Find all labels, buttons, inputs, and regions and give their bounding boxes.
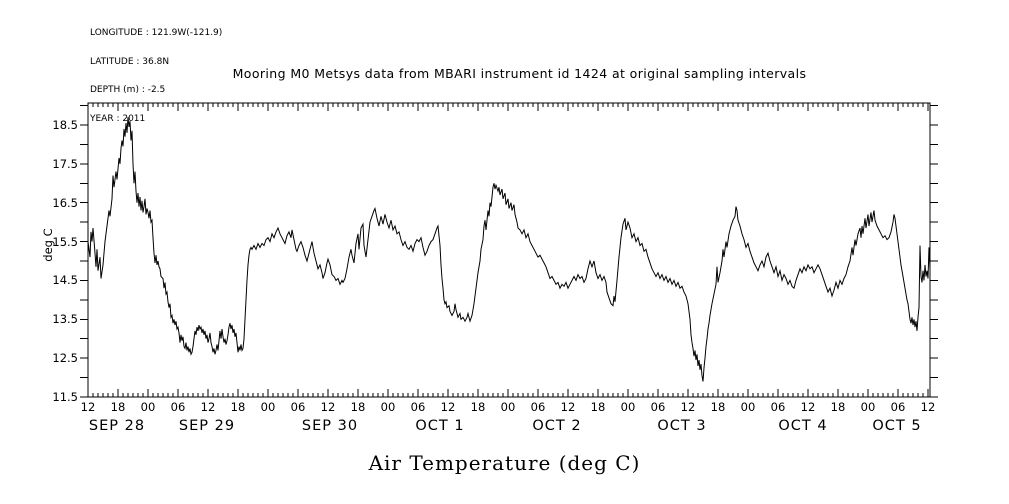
x-axis-ticks bbox=[87, 103, 929, 397]
x-tick-label: 06 bbox=[770, 400, 786, 414]
x-tick-label: 18 bbox=[710, 400, 726, 414]
metadata-year: YEAR : 2011 bbox=[90, 113, 146, 124]
temperature-series-line bbox=[87, 117, 931, 382]
x-tick-label: 18 bbox=[350, 400, 366, 414]
metadata-latitude: LATITUDE : 36.8N bbox=[90, 56, 170, 67]
x-tick-label: 12 bbox=[800, 400, 816, 414]
x-date-label: SEP 30 bbox=[301, 418, 359, 434]
y-axis-ticks bbox=[80, 105, 938, 398]
x-tick-label: 12 bbox=[200, 400, 216, 414]
metadata-longitude: LONGITUDE : 121.9W(-121.9) bbox=[90, 28, 223, 38]
x-tick-label: 12 bbox=[680, 400, 696, 414]
x-date-label: SEP 28 bbox=[88, 418, 146, 434]
y-tick-label: 12.5 bbox=[52, 351, 78, 365]
x-tick-label: 00 bbox=[260, 400, 276, 414]
x-tick-label: 00 bbox=[740, 400, 756, 414]
metadata-depth: DEPTH (m) : -2.5 bbox=[90, 85, 166, 95]
y-tick-label: 13.5 bbox=[52, 312, 78, 326]
x-date-label: SEP 29 bbox=[178, 418, 236, 434]
x-date-label: OCT 4 bbox=[778, 418, 828, 434]
x-tick-label: 00 bbox=[500, 400, 516, 414]
y-tick-label: 18.5 bbox=[52, 118, 78, 132]
x-tick-label: 00 bbox=[860, 400, 876, 414]
x-tick-label: 18 bbox=[230, 400, 246, 414]
x-date-label: OCT 2 bbox=[532, 418, 582, 434]
x-tick-label: 00 bbox=[380, 400, 396, 414]
x-tick-label: 12 bbox=[920, 400, 936, 414]
x-date-label: OCT 5 bbox=[872, 418, 922, 434]
x-tick-label: 00 bbox=[620, 400, 636, 414]
x-tick-label: 06 bbox=[170, 400, 186, 414]
x-tick-label: 18 bbox=[110, 400, 126, 414]
x-tick-label: 12 bbox=[320, 400, 336, 414]
x-tick-label: 12 bbox=[560, 400, 576, 414]
y-tick-label: 15.5 bbox=[52, 235, 78, 249]
x-tick-label: 18 bbox=[590, 400, 606, 414]
metadata-block: LONGITUDE : 121.9W(-121.9) LATITUDE : 36… bbox=[90, 10, 222, 143]
x-tick-label: 12 bbox=[440, 400, 456, 414]
y-tick-label: 16.5 bbox=[52, 196, 78, 210]
x-tick-label: 12 bbox=[80, 400, 96, 414]
x-tick-label: 18 bbox=[470, 400, 486, 414]
x-tick-label: 06 bbox=[890, 400, 906, 414]
chart-title: Mooring M0 Metsys data from MBARI instru… bbox=[232, 66, 807, 81]
x-tick-label: 06 bbox=[650, 400, 666, 414]
x-tick-label: 00 bbox=[140, 400, 156, 414]
y-tick-label: 11.5 bbox=[52, 390, 78, 404]
y-tick-label: 17.5 bbox=[52, 157, 78, 171]
x-tick-label: 18 bbox=[830, 400, 846, 414]
x-date-label: OCT 3 bbox=[657, 418, 707, 434]
x-axis-title: Air Temperature (deg C) bbox=[368, 451, 641, 475]
x-tick-label: 06 bbox=[530, 400, 546, 414]
y-tick-label: 14.5 bbox=[52, 273, 78, 287]
x-tick-label: 06 bbox=[290, 400, 306, 414]
plot-frame bbox=[87, 102, 931, 398]
x-tick-label: 06 bbox=[410, 400, 426, 414]
x-date-label: OCT 1 bbox=[415, 418, 465, 434]
